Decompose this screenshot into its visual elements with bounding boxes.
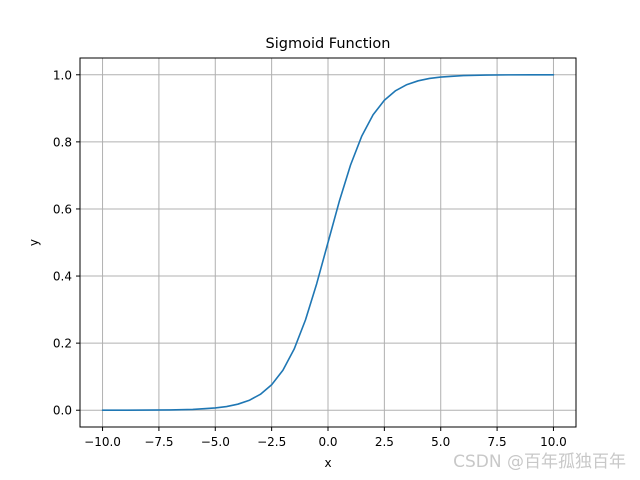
x-axis-label: x <box>324 456 331 470</box>
x-tick-label: −5.0 <box>201 435 230 449</box>
y-tick-label: 1.0 <box>53 68 72 82</box>
watermark: CSDN @百年孤独百年 <box>453 452 626 472</box>
y-tick-label: 0.8 <box>53 135 72 149</box>
x-tick-label: 0.0 <box>318 435 337 449</box>
x-tick-label: −10.0 <box>84 435 121 449</box>
y-axis-label: y <box>27 239 41 246</box>
x-tick-label: −7.5 <box>144 435 173 449</box>
series-layer <box>101 73 555 412</box>
x-tick-label: 5.0 <box>431 435 450 449</box>
x-tick-label: 2.5 <box>375 435 394 449</box>
y-tick-label: 0.4 <box>53 270 72 284</box>
ticks: −10.0 −7.5 −5.0 −2.5 0.0 2.5 5.0 7.5 10.0 0.0 0.2 0… <box>53 68 567 449</box>
series-line <box>101 73 555 412</box>
x-tick-label: −2.5 <box>257 435 286 449</box>
chart-title: Sigmoid Function <box>266 36 391 52</box>
y-tick-label: 0.6 <box>53 202 72 216</box>
y-tick-label: 0.2 <box>53 337 72 351</box>
x-tick-label: 7.5 <box>488 435 507 449</box>
y-tick-label: 0.0 <box>53 404 72 418</box>
x-tick-label: 10.0 <box>540 435 567 449</box>
